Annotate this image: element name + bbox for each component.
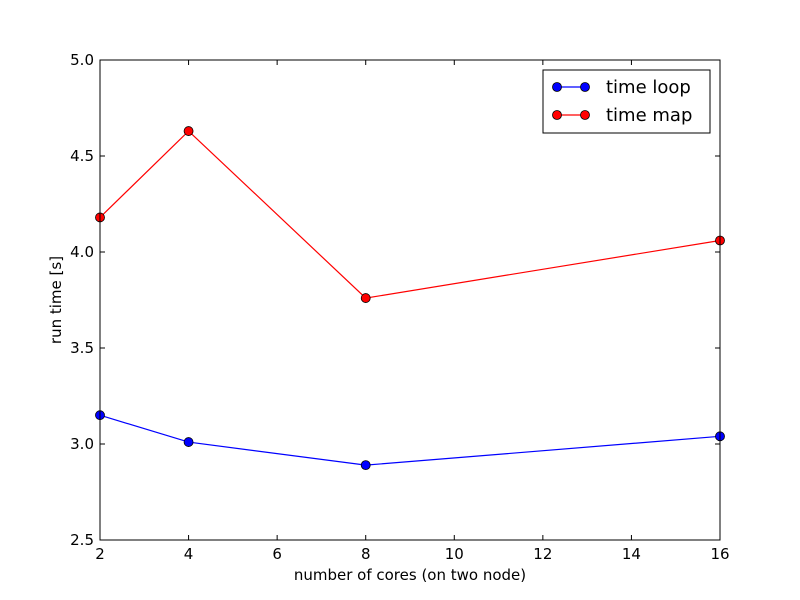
legend-box bbox=[542, 69, 711, 134]
y-tick-label: 5.0 bbox=[70, 51, 94, 69]
legend-marker-time-map bbox=[552, 110, 562, 120]
x-tick-label: 12 bbox=[533, 545, 552, 563]
y-axis-label: run time [s] bbox=[47, 256, 65, 344]
y-tick-label: 4.5 bbox=[70, 147, 94, 165]
legend-marker-time-loop bbox=[580, 82, 590, 92]
x-tick-label: 14 bbox=[622, 545, 641, 563]
plot-area bbox=[100, 60, 720, 540]
x-axis-label: number of cores (on two node) bbox=[294, 566, 526, 584]
x-tick-label: 6 bbox=[272, 545, 282, 563]
legend-label-time-map: time map bbox=[606, 105, 692, 126]
data-point-time-loop bbox=[360, 460, 371, 471]
x-tick-label: 2 bbox=[95, 545, 105, 563]
series-line-time-loop bbox=[99, 414, 721, 466]
data-point-time-loop bbox=[183, 437, 194, 447]
legend-label-time-loop: time loop bbox=[606, 77, 691, 98]
x-tick-label: 8 bbox=[361, 545, 371, 563]
y-tick-label: 4.0 bbox=[70, 243, 94, 261]
legend-marker-time-loop bbox=[552, 82, 562, 92]
legend: time loop time map bbox=[542, 69, 711, 134]
y-tick-label: 3.0 bbox=[70, 435, 94, 453]
x-tick-label: 16 bbox=[710, 545, 729, 563]
legend-marker-time-map bbox=[580, 110, 590, 120]
x-tick-label: 4 bbox=[184, 545, 194, 563]
x-tick-label: 10 bbox=[445, 545, 464, 563]
data-point-time-map bbox=[183, 126, 194, 136]
plot-frame bbox=[99, 59, 721, 541]
y-tick-label: 3.5 bbox=[70, 339, 94, 357]
data-point-time-map bbox=[360, 293, 371, 303]
y-tick-label: 2.5 bbox=[70, 531, 94, 549]
series-line-time-map bbox=[99, 130, 721, 299]
